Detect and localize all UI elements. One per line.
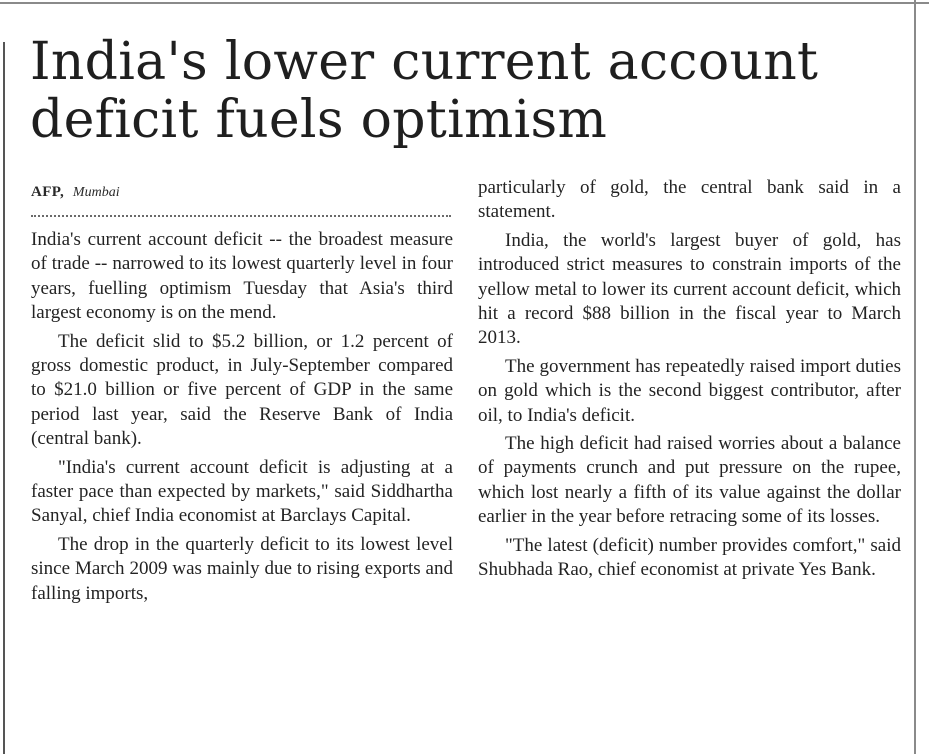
article-column-left: India's current account deficit -- the b… [31, 228, 453, 738]
paragraph: The high deficit had raised worries abou… [478, 433, 901, 528]
byline-agency: AFP, [31, 184, 65, 200]
right-border-rule [914, 0, 916, 754]
paragraph: The deficit slid to $5.2 billion, or 1.2… [31, 330, 453, 450]
paragraph: "India's current account deficit is adju… [31, 456, 453, 527]
paragraph: India's current account deficit -- the b… [31, 229, 453, 324]
paragraph: India, the world's largest buyer of gold… [478, 229, 901, 349]
left-border-rule [3, 42, 5, 754]
article-column-right: particularly of gold, the central bank s… [478, 176, 901, 736]
paragraph: "The latest (deficit) number provides co… [478, 534, 901, 581]
byline: AFP, Mumbai [31, 181, 120, 203]
top-border-rule [0, 2, 929, 4]
paragraph: The drop in the quarterly deficit to its… [31, 533, 453, 604]
paragraph: particularly of gold, the central bank s… [478, 177, 901, 223]
paragraph: The government has repeatedly raised imp… [478, 355, 901, 426]
byline-divider [31, 215, 451, 217]
article-headline: India's lower current account deficit fu… [30, 32, 819, 150]
byline-place: Mumbai [72, 185, 120, 200]
